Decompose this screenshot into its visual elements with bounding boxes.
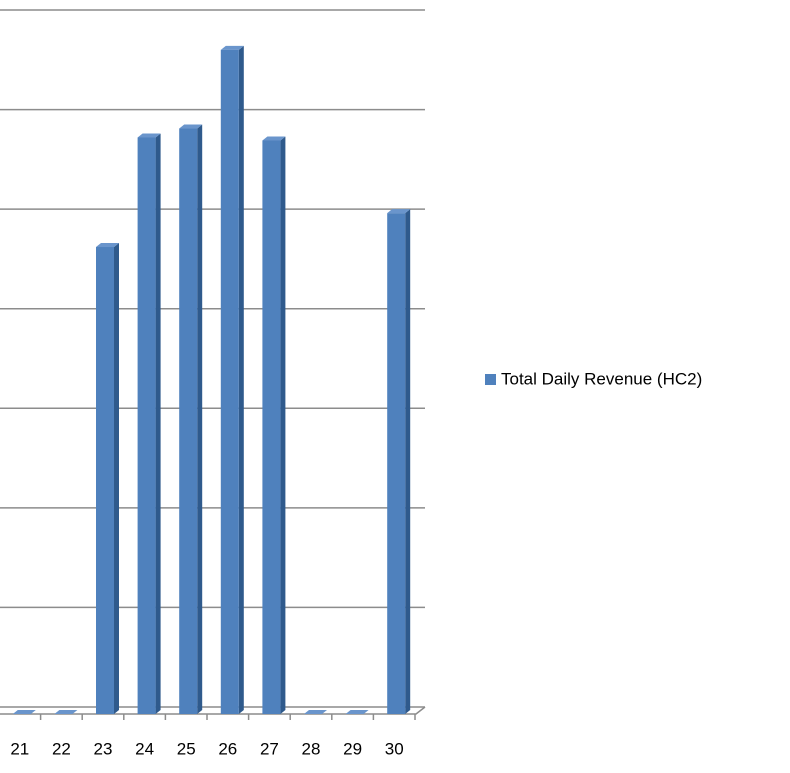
x-tick-label: 22 bbox=[52, 739, 71, 758]
legend-label: Total Daily Revenue (HC2) bbox=[501, 369, 702, 388]
bar-top bbox=[54, 710, 78, 714]
bar-side bbox=[155, 133, 161, 714]
legend-swatch bbox=[485, 374, 496, 385]
bar bbox=[387, 213, 406, 715]
bar bbox=[137, 137, 156, 714]
bar-side bbox=[280, 136, 286, 714]
bar bbox=[179, 128, 198, 714]
bar-side bbox=[114, 243, 119, 714]
bar-side bbox=[405, 209, 411, 715]
x-tick-label: 23 bbox=[94, 739, 113, 758]
bar bbox=[96, 247, 114, 714]
bar bbox=[220, 49, 239, 714]
x-tick-label: 30 bbox=[385, 739, 404, 758]
x-tick-label: 27 bbox=[260, 739, 279, 758]
bar-top bbox=[137, 133, 161, 138]
bar-top bbox=[179, 124, 203, 129]
bar-top bbox=[96, 243, 119, 248]
bar-top bbox=[304, 710, 327, 714]
bar-top bbox=[262, 136, 286, 141]
bar bbox=[262, 140, 281, 714]
bar-side bbox=[238, 45, 244, 714]
x-tick-label: 24 bbox=[135, 739, 154, 758]
x-tick-label: 26 bbox=[218, 739, 237, 758]
x-tick-label: 25 bbox=[177, 739, 196, 758]
bar-top bbox=[345, 710, 369, 714]
x-tick-label: 21 bbox=[10, 739, 29, 758]
bar-top bbox=[12, 710, 36, 714]
x-tick-label: 28 bbox=[302, 739, 321, 758]
bar-side bbox=[197, 124, 203, 714]
x-tick-label: 29 bbox=[343, 739, 362, 758]
bar-top bbox=[220, 45, 244, 50]
bar-top bbox=[387, 209, 411, 214]
